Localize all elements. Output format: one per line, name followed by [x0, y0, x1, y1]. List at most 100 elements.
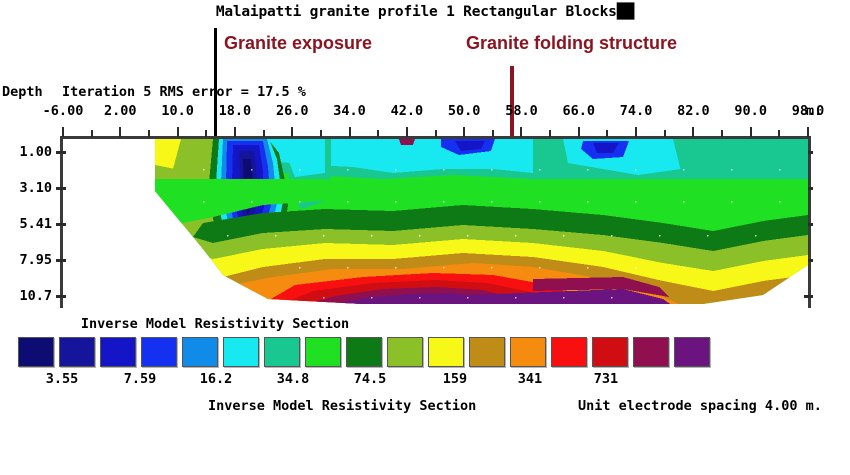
y-tick-label: 7.95 — [19, 252, 52, 268]
x-axis-minor-tick — [147, 130, 150, 137]
legend-title: Inverse Model Resistivity Section — [80, 316, 350, 332]
colorbar-swatch — [592, 337, 628, 367]
x-axis-tick — [233, 127, 236, 137]
x-axis-tick — [348, 127, 351, 137]
colorbar-swatch — [633, 337, 669, 367]
y-axis-tick-right — [804, 223, 813, 226]
colorbar-swatch — [346, 337, 382, 367]
colorbar-swatch — [510, 337, 546, 367]
colorbar-value: 34.8 — [276, 371, 310, 387]
x-tick-label: 18.0 — [218, 103, 252, 119]
x-tick-label: 98.0 — [791, 103, 825, 119]
colorbar-swatch — [182, 337, 218, 367]
resistivity-colorbar — [18, 337, 718, 369]
y-axis-tick — [56, 295, 66, 298]
iteration-rms-error-text: Iteration 5 RMS error = 17.5 % — [62, 84, 306, 100]
x-tick-label: 90.0 — [734, 103, 767, 119]
colorbar-value: 74.5 — [353, 371, 387, 387]
title-block-glyphs: ██ — [616, 4, 635, 20]
annotation-label-granite-exposure: Granite exposure — [224, 33, 373, 53]
colorbar-swatch — [141, 337, 177, 367]
colorbar-swatch — [264, 337, 300, 367]
colorbar-swatch — [59, 337, 95, 367]
colorbar-swatch — [469, 337, 505, 367]
y-tick-label: 1.00 — [19, 144, 52, 160]
x-axis-minor-tick — [549, 130, 552, 137]
colorbar-swatch — [387, 337, 423, 367]
section-contours — [155, 139, 808, 304]
figure-title-text: Malaipatti granite profile 1 Rectangular… — [215, 4, 617, 20]
colorbar-tick-labels: 3.55 7.59 16.2 34.8 74.5 159 341 731 — [0, 371, 750, 389]
colorbar-swatch — [428, 337, 464, 367]
annotation-leader-line-granite-exposure — [214, 28, 217, 203]
colorbar-swatch — [305, 337, 341, 367]
x-tick-label: 42.0 — [390, 103, 424, 119]
x-axis-tick — [176, 127, 179, 137]
y-tick-label: 5.41 — [19, 216, 52, 232]
x-axis-minor-tick — [90, 130, 93, 137]
model-block-nodes — [203, 169, 781, 299]
x-axis-minor-tick — [778, 130, 781, 137]
y-axis-tick-right — [804, 187, 813, 190]
x-tick-label: 50.0 — [447, 103, 481, 119]
y-axis-tick-right — [804, 295, 813, 298]
x-axis-tick — [62, 127, 64, 137]
x-axis-minor-tick — [205, 130, 208, 137]
x-tick-label: 2.00 — [104, 103, 137, 119]
colorbar-swatch — [223, 337, 259, 367]
y-axis-tick — [56, 151, 66, 154]
depth-axis-title: Depth — [2, 84, 43, 100]
y-axis-tick-right — [804, 151, 813, 154]
x-tick-label: 58.0 — [505, 103, 538, 119]
figure-title: Malaipatti granite profile 1 Rectangular… — [0, 4, 850, 20]
footer-section-label: Inverse Model Resistivity Section — [208, 398, 477, 414]
colorbar-value: 341 — [517, 371, 543, 387]
inverse-model-resistivity-section — [63, 139, 808, 306]
x-axis-minor-tick — [434, 130, 437, 137]
x-axis-tick — [749, 127, 752, 137]
colorbar-value: 731 — [593, 371, 619, 387]
colorbar-value: 3.55 — [45, 371, 79, 387]
y-tick-label: 10.7 — [19, 288, 52, 304]
x-tick-label: 82.0 — [677, 103, 710, 119]
plot-right-axis — [808, 136, 811, 308]
y-axis-ticks — [56, 151, 813, 298]
x-axis-tick — [405, 127, 408, 137]
y-axis-tick-right — [804, 259, 813, 262]
x-axis-tick — [520, 127, 523, 137]
x-axis-minor-tick — [377, 130, 380, 137]
x-axis-tick — [463, 127, 466, 137]
plot-top-axis — [60, 136, 811, 139]
x-axis-minor-tick — [491, 130, 494, 137]
colorbar-swatch — [100, 337, 136, 367]
x-axis-minor-tick — [319, 130, 322, 137]
x-axis-tick — [291, 127, 294, 137]
colorbar-swatch — [18, 337, 54, 367]
x-axis-minor-tick — [606, 130, 609, 137]
x-axis-minor-tick — [721, 130, 724, 137]
colorbar-value: 7.59 — [123, 371, 157, 387]
x-axis-unit-label: m. — [806, 103, 823, 119]
x-tick-label: -6.00 — [42, 103, 84, 119]
colorbar-value: 159 — [442, 371, 468, 387]
x-tick-label: 10.0 — [161, 103, 194, 119]
x-axis-ticks — [0, 0, 850, 140]
x-axis-minor-tick — [262, 130, 265, 137]
colorbar-value: 16.2 — [199, 371, 233, 387]
y-axis-tick-labels: 1.00 3.10 5.41 7.95 10.7 — [0, 137, 60, 312]
x-axis-tick — [119, 127, 122, 137]
x-axis-tick — [577, 127, 580, 137]
y-tick-label: 3.10 — [19, 180, 52, 196]
x-tick-label: 26.0 — [275, 103, 309, 119]
x-tick-label: 66.0 — [562, 103, 596, 119]
annotation-label-granite-folding-structure: Granite folding structure — [466, 33, 678, 53]
y-axis-tick — [56, 259, 66, 262]
x-axis-minor-tick — [663, 130, 666, 137]
x-axis-tick — [807, 127, 809, 137]
x-axis-tick — [635, 127, 638, 137]
colorbar-swatch — [674, 337, 710, 367]
y-axis-tick — [56, 223, 66, 226]
y-axis-tick — [56, 187, 66, 190]
x-tick-label: 74.0 — [619, 103, 653, 119]
